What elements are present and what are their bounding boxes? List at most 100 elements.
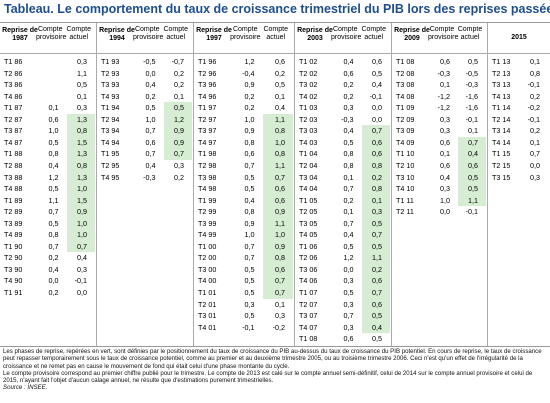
quarter-label: T1 02 (299, 57, 318, 66)
quarter-label: T1 10 (396, 149, 415, 159)
growth-value: 0,2 (174, 80, 184, 90)
quarter-label: T1 08 (299, 334, 318, 344)
growth-value: -0,1 (465, 207, 478, 217)
quarter-label: T1 09 (396, 103, 415, 113)
growth-value: -0,1 (465, 114, 478, 124)
growth-value: 0,7 (372, 126, 382, 136)
quarter-label: T4 95 (101, 172, 120, 182)
growth-value: 0,1 (440, 80, 450, 90)
growth-value: 0,3 (372, 207, 382, 217)
quarter-label: T4 05 (299, 230, 318, 240)
quarter-label: T2 07 (299, 299, 318, 309)
quarter-label: T3 94 (101, 126, 120, 136)
growth-value: 0,3 (343, 103, 354, 113)
quarter-label: T4 04 (299, 184, 318, 194)
growth-value: 0,2 (174, 172, 184, 182)
growth-value: 0,8 (77, 126, 87, 136)
growth-value: 0,3 (77, 264, 87, 274)
growth-value: -0,3 (465, 80, 478, 90)
growth-value: 0,6 (372, 149, 382, 159)
quarter-label: T1 93 (101, 57, 120, 66)
growth-value: 0,7 (174, 149, 184, 159)
growth-value: 0,5 (48, 184, 59, 194)
growth-value: 0,9 (77, 207, 87, 217)
growth-value: 0,1 (343, 207, 354, 217)
column-header: Compte provisoire (428, 26, 459, 41)
quarter-label: T3 03 (299, 126, 318, 136)
growth-value: 0,4 (145, 80, 156, 90)
growth-value: 0,9 (244, 218, 255, 228)
growth-value: 0,5 (275, 80, 285, 90)
table: Reprise de 1987 Compte provisoire Compte a… (0, 22, 550, 347)
quarter-label: T2 95 (101, 160, 120, 170)
growth-value: 0,7 (343, 218, 354, 228)
column-header: Compte provisoire (230, 26, 261, 41)
growth-value: 0,6 (440, 160, 450, 170)
quarter-label: T4 88 (4, 184, 23, 194)
growth-value: 0,8 (77, 160, 87, 170)
quarter-label: T1 04 (299, 149, 318, 159)
growth-value: 1,0 (440, 195, 450, 205)
quarter-label: T4 86 (4, 91, 23, 101)
growth-value: 0,0 (77, 288, 87, 297)
quarter-label: T2 03 (299, 114, 318, 124)
column-header: Compte actuel (66, 26, 91, 41)
quarter-label: T4 97 (198, 137, 217, 147)
column-header: Compte actuel (263, 26, 288, 41)
quarter-label: T4 07 (299, 322, 318, 332)
growth-value: -0,1 (242, 322, 255, 332)
growth-value: 0,1 (530, 137, 540, 147)
quarter-label: T4 09 (396, 137, 415, 147)
quarter-label: T1 98 (198, 149, 217, 159)
growth-value: 0,4 (77, 253, 87, 263)
growth-value: 0,2 (372, 172, 382, 182)
growth-value: 0,4 (372, 80, 382, 90)
quarter-label: T3 87 (4, 126, 23, 136)
quarter-label: T3 09 (396, 126, 415, 136)
growth-value: 0,9 (174, 137, 184, 147)
growth-value: 0,6 (440, 137, 450, 147)
quarter-label: T3 02 (299, 80, 318, 90)
quarter-label: T4 98 (198, 184, 217, 194)
column-header: Compte actuel (163, 26, 188, 41)
quarter-label: T2 11 (396, 207, 414, 217)
column-header: Reprise de 2003 (297, 27, 333, 42)
recovery-highlight (163, 102, 192, 160)
column-divider (0, 23, 97, 346)
quarter-label: T4 99 (198, 230, 217, 240)
growth-value: 0,5 (343, 288, 354, 297)
growth-value: 0,8 (372, 160, 382, 170)
growth-value: 0,1 (468, 126, 478, 136)
growth-value: 0,8 (275, 126, 285, 136)
growth-value: 1,2 (48, 172, 59, 182)
quarter-label: T3 88 (4, 172, 23, 182)
quarter-label: T3 96 (198, 80, 217, 90)
quarter-label: T4 96 (198, 91, 217, 101)
quarter-label: T3 99 (198, 218, 217, 228)
column-divider (97, 23, 194, 346)
growth-value: 0,2 (48, 288, 59, 297)
quarter-label: T1 11 (396, 195, 414, 205)
quarter-label: T2 96 (198, 68, 217, 78)
growth-value: 0,3 (440, 126, 450, 136)
quarter-label: T1 99 (198, 195, 217, 205)
recovery-highlight (66, 113, 95, 253)
growth-value: 0,0 (440, 207, 450, 217)
growth-value: 0,3 (77, 103, 87, 113)
growth-value: 1,3 (77, 172, 87, 182)
growth-value: 0,8 (244, 137, 255, 147)
quarter-label: T2 13 (492, 68, 511, 78)
growth-value: 0,3 (343, 299, 354, 309)
growth-value: 0,1 (77, 91, 87, 101)
growth-value: 0,6 (372, 137, 382, 147)
growth-value: 0,2 (48, 253, 59, 263)
quarter-label: T3 98 (198, 172, 217, 182)
growth-value: 0,1 (174, 91, 184, 101)
quarter-label: T1 00 (198, 241, 217, 251)
growth-value: 0,1 (48, 103, 59, 113)
growth-value: -0,5 (143, 57, 156, 66)
growth-value: 1,1 (275, 114, 285, 124)
quarter-label: T3 06 (299, 264, 318, 274)
growth-value: 0,5 (372, 241, 382, 251)
